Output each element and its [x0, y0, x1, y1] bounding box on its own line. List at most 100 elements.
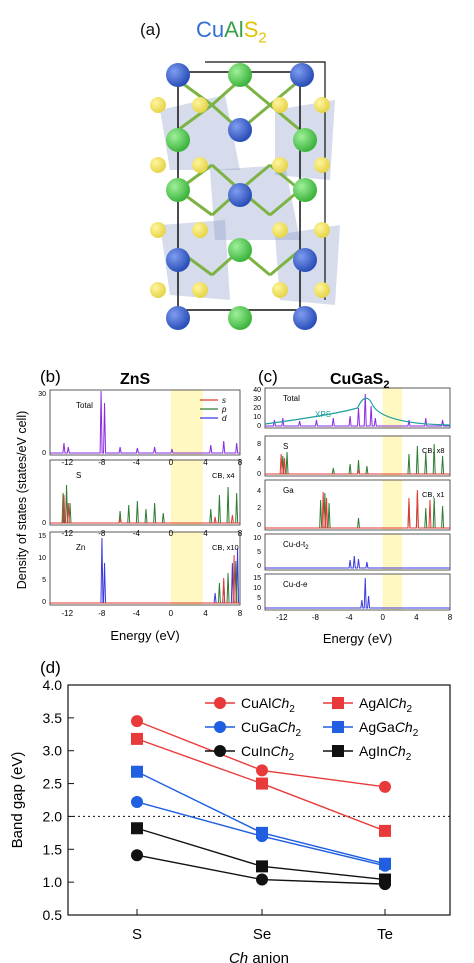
dos-b-xlabel: Energy (eV)	[110, 628, 179, 643]
dos-subplot-label: Zn	[76, 543, 85, 552]
y-axis-label: Band gap (eV)	[9, 752, 26, 849]
x-tick-label: 8	[238, 529, 243, 538]
atom-sphere	[293, 306, 317, 330]
y-tick-label: 3.0	[43, 743, 63, 759]
y-tick-label: 2.0	[43, 808, 63, 824]
data-point-AgAlCh2	[131, 732, 143, 745]
dos-curve	[265, 577, 450, 609]
x-tick-label: 0	[169, 609, 174, 618]
x-tick-label: -4	[133, 529, 141, 538]
dos-curve	[50, 554, 240, 604]
atom-sphere	[293, 128, 317, 152]
y-tick-label: 10	[253, 414, 261, 421]
atom-sphere	[192, 282, 208, 298]
dos-subplot-frame	[49, 459, 241, 526]
y-tick-label: 8	[257, 441, 261, 448]
atom-sphere	[166, 248, 190, 272]
data-point-AgGaCh2	[256, 826, 268, 839]
x-tick-label: 0	[169, 458, 174, 467]
x-tick-label: -8	[98, 458, 106, 467]
dos-curve	[265, 393, 450, 427]
atom-sphere	[290, 63, 314, 87]
panel-d-label: (d)	[40, 658, 61, 677]
dos-subplot-frame	[264, 479, 451, 531]
x-tick-label: -12	[276, 613, 288, 622]
y-tick-label: 0	[257, 423, 261, 430]
dos-note: CB, x4	[212, 471, 235, 480]
dos-subplot-label: Ga	[283, 486, 294, 495]
atom-sphere	[228, 118, 252, 142]
data-point-AgInCh2	[256, 860, 268, 873]
y-tick-label: 0	[257, 471, 261, 478]
data-point-CuAlCh2	[379, 780, 391, 793]
dos-curve	[50, 390, 240, 454]
x-tick-label: 8	[448, 613, 453, 622]
y-tick-label: 4	[257, 456, 261, 463]
atom-sphere	[228, 306, 252, 330]
y-tick-label: 15	[253, 575, 261, 582]
atom-sphere	[293, 248, 317, 272]
atom-sphere	[150, 282, 166, 298]
legend-marker	[214, 721, 226, 733]
atom-sphere	[228, 238, 252, 262]
atom-sphere	[314, 157, 330, 173]
data-point-CuInCh2	[131, 849, 143, 862]
dos-subplot-frame	[49, 531, 241, 606]
y-tick-label: 0.5	[43, 907, 63, 923]
legend-marker	[332, 697, 344, 709]
y-tick-label: 2.5	[43, 776, 63, 792]
legend-label: p	[221, 405, 227, 414]
band-gap-shading	[170, 532, 203, 605]
x-axis-label: Ch anion	[229, 950, 289, 963]
panel-a-label: (a)	[140, 20, 161, 39]
y-tick-label: 3.5	[43, 710, 63, 726]
x-tick-label: -8	[98, 529, 106, 538]
atom-sphere	[192, 157, 208, 173]
dos-curve	[50, 494, 240, 524]
x-tick-label: -12	[61, 458, 73, 467]
y-tick-label: 5	[257, 595, 261, 602]
dos-subplot-label: Total	[283, 394, 300, 403]
dos-subplot-label: Cu-d-t2	[283, 540, 309, 551]
x-tick-label: Se	[253, 926, 271, 943]
band-gap-shading	[382, 388, 403, 428]
y-tick-label: 1.0	[43, 874, 63, 890]
atom-sphere	[150, 222, 166, 238]
atom-sphere	[314, 97, 330, 113]
y-tick-label: 0	[42, 450, 46, 457]
atom-sphere	[166, 128, 190, 152]
legend-marker	[214, 745, 226, 757]
y-tick-label: 15	[38, 533, 46, 540]
dos-curve	[265, 453, 450, 475]
band-gap-chart: (d) 0.5 1.0 1.5 2.0 2.5 3.0 3.5 4.0 S Se Te Band gap…	[9, 658, 451, 963]
panel-c-label: (c)	[258, 367, 278, 386]
formula-part: 2	[258, 29, 267, 47]
formula-part: Cu	[196, 17, 225, 42]
x-tick-label: -8	[98, 609, 106, 618]
x-tick-label: -4	[346, 613, 354, 622]
dos-subplot-label: Cu-d-e	[283, 580, 308, 589]
xps-label: XPS	[315, 410, 331, 419]
x-tick-label: 0	[169, 529, 174, 538]
atom-sphere	[228, 183, 252, 207]
y-tick-label: 10	[253, 585, 261, 592]
data-point-CuInCh2	[256, 873, 268, 886]
dos-note: CB, x10	[212, 543, 239, 552]
y-tick-label: 0	[257, 563, 261, 570]
x-tick-label: -12	[61, 529, 73, 538]
dos-subplot-label: S	[76, 471, 81, 480]
atom-sphere	[192, 97, 208, 113]
y-tick-label: 0	[42, 599, 46, 606]
x-tick-label: S	[132, 926, 142, 943]
y-tick-label: 4	[257, 488, 261, 495]
dos-subplot-label: Total	[76, 401, 93, 410]
y-tick-label: 20	[253, 405, 261, 412]
band-gap-shading	[382, 480, 403, 530]
x-tick-label: -8	[312, 613, 320, 622]
dos-note: CB, x8	[422, 446, 445, 455]
legend-label: s	[222, 396, 226, 405]
legend-marker	[332, 745, 344, 757]
legend-label: AgAlCh2	[359, 695, 412, 715]
data-point-CuAlCh2	[131, 715, 143, 728]
formula-title: CuAlS2	[196, 17, 267, 46]
